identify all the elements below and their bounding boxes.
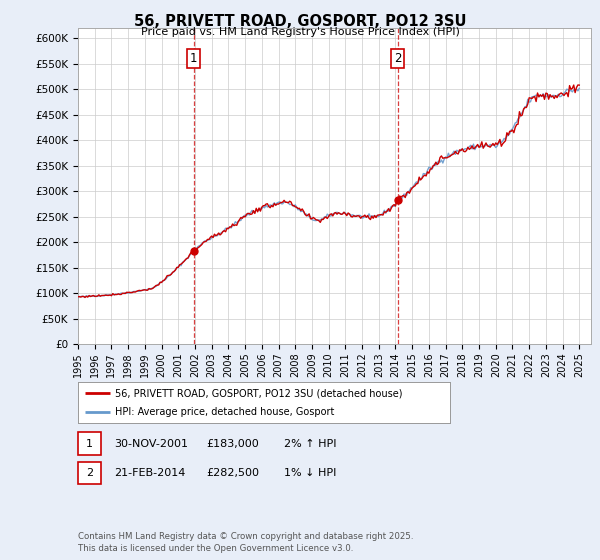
Text: 56, PRIVETT ROAD, GOSPORT, PO12 3SU: 56, PRIVETT ROAD, GOSPORT, PO12 3SU — [134, 14, 466, 29]
Text: 1: 1 — [86, 438, 93, 449]
Text: 21-FEB-2014: 21-FEB-2014 — [114, 468, 185, 478]
Text: £183,000: £183,000 — [206, 438, 259, 449]
Text: 30-NOV-2001: 30-NOV-2001 — [114, 438, 188, 449]
Text: 2% ↑ HPI: 2% ↑ HPI — [284, 438, 337, 449]
Text: £282,500: £282,500 — [206, 468, 259, 478]
Text: Price paid vs. HM Land Registry's House Price Index (HPI): Price paid vs. HM Land Registry's House … — [140, 27, 460, 37]
Text: 1% ↓ HPI: 1% ↓ HPI — [284, 468, 336, 478]
Text: Contains HM Land Registry data © Crown copyright and database right 2025.
This d: Contains HM Land Registry data © Crown c… — [78, 533, 413, 553]
Text: 1: 1 — [190, 52, 197, 65]
Text: 56, PRIVETT ROAD, GOSPORT, PO12 3SU (detached house): 56, PRIVETT ROAD, GOSPORT, PO12 3SU (det… — [115, 389, 403, 398]
Text: HPI: Average price, detached house, Gosport: HPI: Average price, detached house, Gosp… — [115, 407, 335, 417]
Text: 2: 2 — [394, 52, 401, 65]
Text: 2: 2 — [86, 468, 93, 478]
